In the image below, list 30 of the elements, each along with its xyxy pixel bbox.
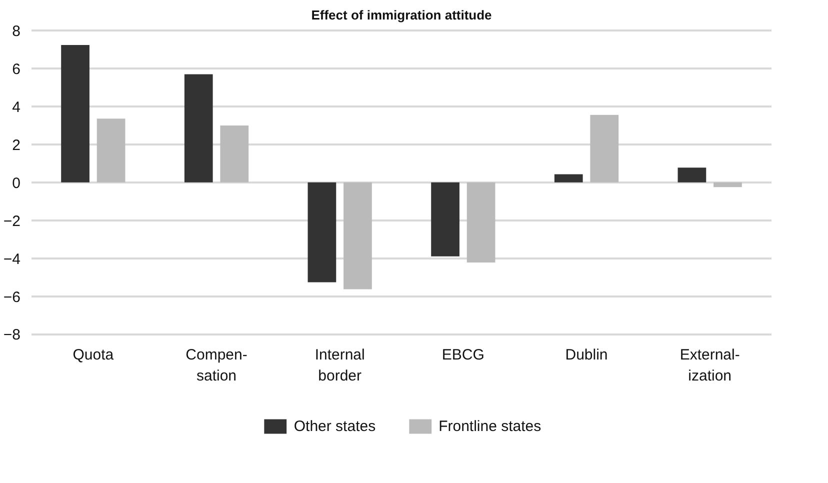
- legend-label: Frontline states: [438, 418, 542, 434]
- x-tick-label: Quota: [72, 346, 114, 364]
- x-tick-label: Internal border: [314, 346, 365, 385]
- y-tick-label: −8: [3, 326, 21, 344]
- x-tick-label: External- ization: [680, 346, 740, 385]
- bar: [554, 174, 583, 182]
- bar: [184, 74, 213, 182]
- bar: [466, 182, 496, 262]
- x-tick-label: Dublin: [565, 346, 608, 364]
- bar: [308, 182, 336, 282]
- bar: [96, 118, 126, 182]
- y-tick-label: 2: [12, 136, 20, 154]
- y-tick-label: −2: [3, 212, 21, 230]
- y-tick-label: 6: [12, 61, 20, 78]
- legend-label: Other states: [294, 418, 376, 434]
- y-tick-label: −6: [3, 288, 21, 306]
- x-tick-label: Compen- sation: [186, 346, 248, 385]
- bar: [344, 182, 372, 290]
- y-tick-label: 0: [12, 174, 20, 192]
- bar: [61, 44, 90, 182]
- bar: [431, 182, 460, 256]
- bar: [220, 125, 249, 182]
- y-tick-label: −4: [3, 250, 21, 268]
- bar: [590, 114, 619, 182]
- bar: [714, 182, 742, 188]
- x-tick-label: EBCG: [442, 346, 484, 364]
- y-tick-label: 8: [12, 23, 20, 40]
- chart-title: Effect of immigration attitude: [311, 8, 492, 22]
- bar: [678, 168, 706, 182]
- y-tick-label: 4: [12, 98, 20, 116]
